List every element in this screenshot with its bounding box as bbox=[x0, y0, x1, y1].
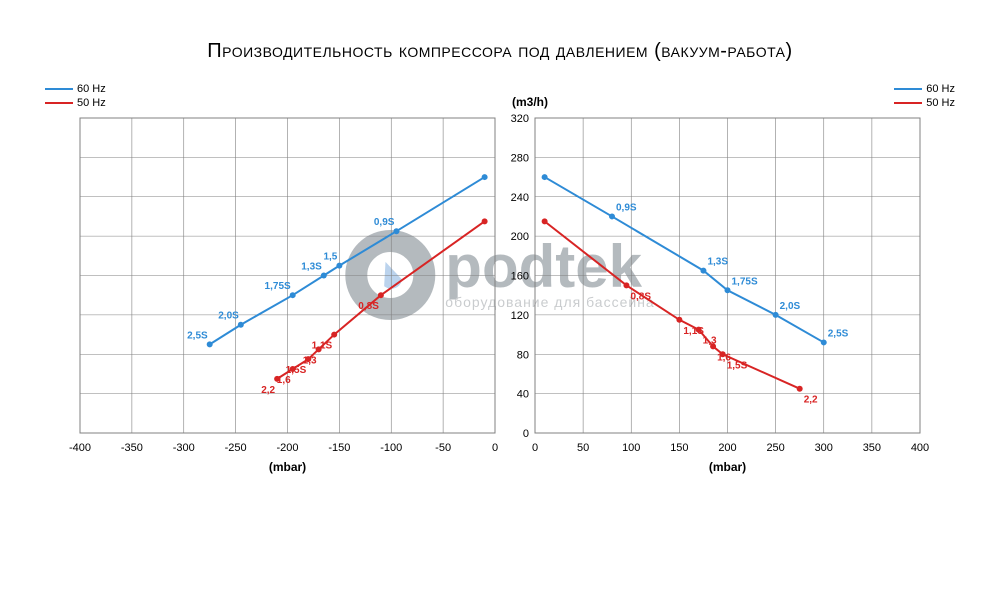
svg-text:0,9S: 0,9S bbox=[616, 202, 637, 213]
svg-text:2,5S: 2,5S bbox=[187, 330, 208, 341]
legend-swatch bbox=[45, 102, 73, 104]
svg-text:350: 350 bbox=[863, 442, 881, 454]
svg-text:80: 80 bbox=[517, 349, 529, 361]
legend-label: 60 Hz bbox=[926, 83, 955, 95]
svg-text:0,9S: 0,9S bbox=[374, 217, 395, 228]
svg-text:1,3S: 1,3S bbox=[301, 262, 322, 273]
svg-text:1,1S: 1,1S bbox=[312, 341, 333, 352]
svg-text:2,2: 2,2 bbox=[804, 395, 818, 406]
svg-text:0: 0 bbox=[532, 442, 538, 454]
svg-text:400: 400 bbox=[911, 442, 929, 454]
legend-right: 60 Hz 50 Hz bbox=[894, 83, 955, 111]
svg-text:-250: -250 bbox=[225, 442, 247, 454]
charts-container: podtek оборудование для бассейна 60 Hz 5… bbox=[30, 83, 970, 503]
svg-text:-350: -350 bbox=[121, 442, 143, 454]
left-chart-svg: -400 -350 -300 -250 -200 -150 -100 -50 0 (mbar) 2,… bbox=[30, 83, 500, 503]
legend-item: 50 Hz bbox=[45, 97, 106, 109]
svg-text:200: 200 bbox=[511, 231, 529, 243]
svg-text:0: 0 bbox=[492, 442, 498, 454]
svg-text:250: 250 bbox=[766, 442, 784, 454]
legend-label: 60 Hz bbox=[77, 83, 106, 95]
svg-text:1,3: 1,3 bbox=[303, 355, 317, 366]
svg-text:-300: -300 bbox=[173, 442, 195, 454]
svg-text:-50: -50 bbox=[435, 442, 451, 454]
svg-text:-400: -400 bbox=[69, 442, 91, 454]
svg-text:1,5S: 1,5S bbox=[286, 365, 307, 376]
legend-item: 60 Hz bbox=[894, 83, 955, 95]
svg-text:(mbar): (mbar) bbox=[709, 460, 746, 474]
svg-text:0,8S: 0,8S bbox=[358, 301, 379, 312]
legend-swatch bbox=[894, 102, 922, 104]
legend-label: 50 Hz bbox=[77, 97, 106, 109]
svg-text:120: 120 bbox=[511, 310, 529, 322]
svg-text:240: 240 bbox=[511, 192, 529, 204]
right-chart: 60 Hz 50 Hz 0 40 80 120 160 200 240 280 320 (m3/h… bbox=[500, 83, 970, 503]
svg-text:320: 320 bbox=[511, 113, 529, 125]
svg-text:2,0S: 2,0S bbox=[218, 311, 239, 322]
legend-swatch bbox=[45, 88, 73, 90]
svg-text:40: 40 bbox=[517, 389, 529, 401]
svg-text:-150: -150 bbox=[328, 442, 350, 454]
svg-text:100: 100 bbox=[622, 442, 640, 454]
svg-text:(m3/h): (m3/h) bbox=[512, 95, 548, 109]
svg-text:1,75S: 1,75S bbox=[265, 281, 291, 292]
page-title: Производительность компрессора под давле… bbox=[0, 0, 1000, 83]
svg-text:-100: -100 bbox=[380, 442, 402, 454]
svg-text:1,5S: 1,5S bbox=[727, 360, 748, 371]
legend-item: 60 Hz bbox=[45, 83, 106, 95]
svg-text:300: 300 bbox=[815, 442, 833, 454]
svg-text:280: 280 bbox=[511, 152, 529, 164]
left-chart: 60 Hz 50 Hz -400 -350 -300 -250 -200 -150 -100… bbox=[30, 83, 500, 503]
svg-text:160: 160 bbox=[511, 271, 529, 283]
svg-text:0: 0 bbox=[523, 428, 529, 440]
svg-text:1,3S: 1,3S bbox=[707, 257, 728, 268]
svg-text:2,5S: 2,5S bbox=[828, 328, 849, 339]
svg-text:150: 150 bbox=[670, 442, 688, 454]
svg-text:1,5: 1,5 bbox=[323, 252, 337, 263]
svg-text:2,0S: 2,0S bbox=[780, 301, 801, 312]
svg-text:1,75S: 1,75S bbox=[732, 276, 758, 287]
svg-text:200: 200 bbox=[718, 442, 736, 454]
legend-left: 60 Hz 50 Hz bbox=[45, 83, 106, 111]
svg-text:1,6: 1,6 bbox=[277, 375, 291, 386]
svg-text:2,2: 2,2 bbox=[261, 385, 275, 396]
svg-text:0,8S: 0,8S bbox=[630, 291, 651, 302]
legend-item: 50 Hz bbox=[894, 97, 955, 109]
right-chart-svg: 0 40 80 120 160 200 240 280 320 (m3/h) 0 50 100 150 20… bbox=[500, 83, 970, 503]
svg-text:(mbar): (mbar) bbox=[269, 460, 306, 474]
svg-text:1,1S: 1,1S bbox=[683, 326, 704, 337]
legend-swatch bbox=[894, 88, 922, 90]
svg-text:50: 50 bbox=[577, 442, 589, 454]
svg-text:-200: -200 bbox=[276, 442, 298, 454]
legend-label: 50 Hz bbox=[926, 97, 955, 109]
